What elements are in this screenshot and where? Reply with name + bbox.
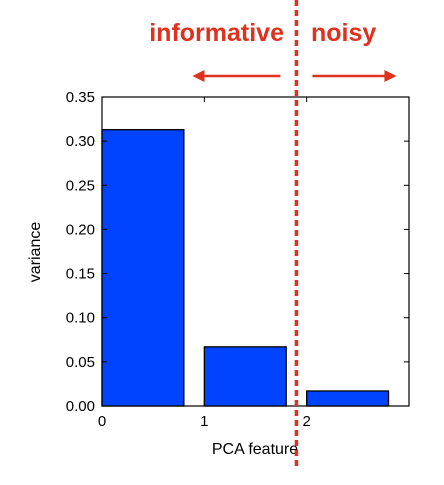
x-tick-label: 0 [98,413,106,430]
noisy-label: noisy [311,19,376,47]
y-tick-label: 0.35 [66,89,95,106]
y-ticks-group: 0.00 0.05 0.10 0.15 0.20 0.25 0.30 0.35 [66,89,409,415]
informative-label: informative [149,19,284,47]
bar-1 [203,346,287,407]
bar-2 [306,390,390,407]
x-tick-label: 1 [200,413,208,430]
y-tick-label: 0.20 [66,221,95,238]
left-arrow [192,70,281,82]
annotations-group: informative noisy [149,0,397,468]
bars-group [101,129,390,407]
y-tick-label: 0.15 [66,266,95,283]
arrow-head [192,70,205,82]
right-arrow [312,70,397,82]
y-tick-label: 0.05 [66,354,95,371]
x-axis-title: PCA feature [212,441,298,458]
bar-0 [101,129,185,407]
arrow-head [384,70,397,82]
y-tick-label: 0.00 [66,398,95,415]
y-tick-label: 0.25 [66,177,95,194]
y-axis-title: variance [27,222,44,283]
y-tick-label: 0.30 [66,133,95,150]
x-ticks-group: 0 1 2 [98,97,311,430]
x-tick-label: 2 [302,413,310,430]
y-tick-label: 0.10 [66,310,95,327]
